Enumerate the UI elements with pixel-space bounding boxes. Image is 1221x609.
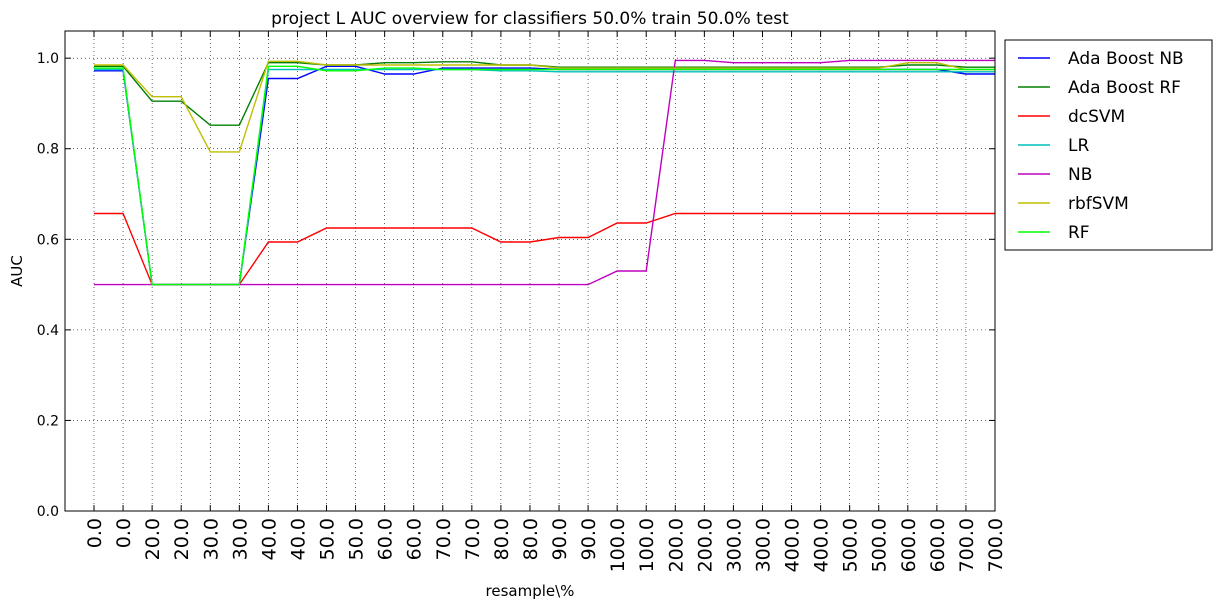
x-tick-label: 200.0	[694, 518, 716, 572]
x-tick-label: 100.0	[636, 518, 658, 572]
x-tick-label: 600.0	[898, 518, 920, 572]
x-tick-label: 40.0	[287, 518, 309, 560]
x-tick-label: 300.0	[723, 518, 745, 572]
legend-label: Ada Boost RF	[1068, 78, 1181, 98]
x-tick-label: 20.0	[142, 518, 164, 560]
y-tick-label: 1.0	[37, 51, 59, 67]
legend-label: dcSVM	[1068, 107, 1125, 127]
x-tick-label: 70.0	[462, 518, 484, 560]
x-tick-label: 60.0	[404, 518, 426, 560]
x-axis: 0.0 0.0 20.0 20.0 30.0 30.0 40.0 40.0 50.0 50.0 60…	[84, 31, 1007, 572]
x-tick-label: 500.0	[869, 518, 891, 572]
legend-label: Ada Boost NB	[1068, 49, 1184, 69]
x-tick-label: 30.0	[229, 518, 251, 560]
y-axis: 0.0 0.2 0.4 0.6 0.8 1.0	[37, 51, 995, 520]
x-tick-label: 70.0	[433, 518, 455, 560]
x-tick-label: 90.0	[578, 518, 600, 560]
x-tick-label: 0.0	[113, 518, 135, 548]
y-tick-label: 0.0	[37, 504, 59, 520]
chart-title: project L AUC overview for classifiers 5…	[271, 9, 789, 29]
x-axis-label: resample\%	[486, 582, 575, 600]
x-tick-label: 100.0	[607, 518, 629, 572]
x-tick-label: 700.0	[985, 518, 1007, 572]
legend-label: NB	[1068, 165, 1092, 185]
x-tick-label: 600.0	[927, 518, 949, 572]
x-tick-label: 80.0	[520, 518, 542, 560]
series-line	[94, 65, 995, 286]
legend-label: rbfSVM	[1068, 194, 1129, 214]
series-line	[94, 68, 995, 286]
series-line	[94, 65, 995, 286]
grid	[65, 31, 996, 512]
x-tick-label: 700.0	[956, 518, 978, 572]
x-tick-label: 0.0	[84, 518, 106, 548]
x-tick-label: 400.0	[782, 518, 804, 572]
series-group	[94, 59, 995, 286]
y-tick-label: 0.4	[37, 323, 59, 339]
x-tick-label: 500.0	[840, 518, 862, 572]
series-line	[94, 212, 995, 286]
legend: Ada Boost NB Ada Boost RF dcSVM LR NB rbfSVM R…	[1004, 39, 1213, 251]
legend-label: RF	[1068, 223, 1090, 243]
x-tick-label: 20.0	[171, 518, 193, 560]
x-tick-label: 200.0	[665, 518, 687, 572]
y-tick-label: 0.6	[37, 232, 59, 248]
x-tick-label: 90.0	[549, 518, 571, 560]
x-tick-label: 400.0	[811, 518, 833, 572]
x-tick-label: 40.0	[258, 518, 280, 560]
x-tick-label: 50.0	[346, 518, 368, 560]
x-tick-label: 300.0	[752, 518, 774, 572]
x-tick-label: 80.0	[491, 518, 513, 560]
y-tick-label: 0.2	[37, 413, 59, 429]
series-line	[94, 59, 995, 286]
series-line	[94, 60, 995, 153]
x-tick-label: 60.0	[375, 518, 397, 560]
y-axis-label: AUC	[8, 255, 26, 287]
x-tick-label: 30.0	[200, 518, 222, 560]
x-tick-label: 50.0	[317, 518, 339, 560]
legend-label: LR	[1068, 136, 1089, 156]
y-tick-label: 0.8	[37, 142, 59, 158]
